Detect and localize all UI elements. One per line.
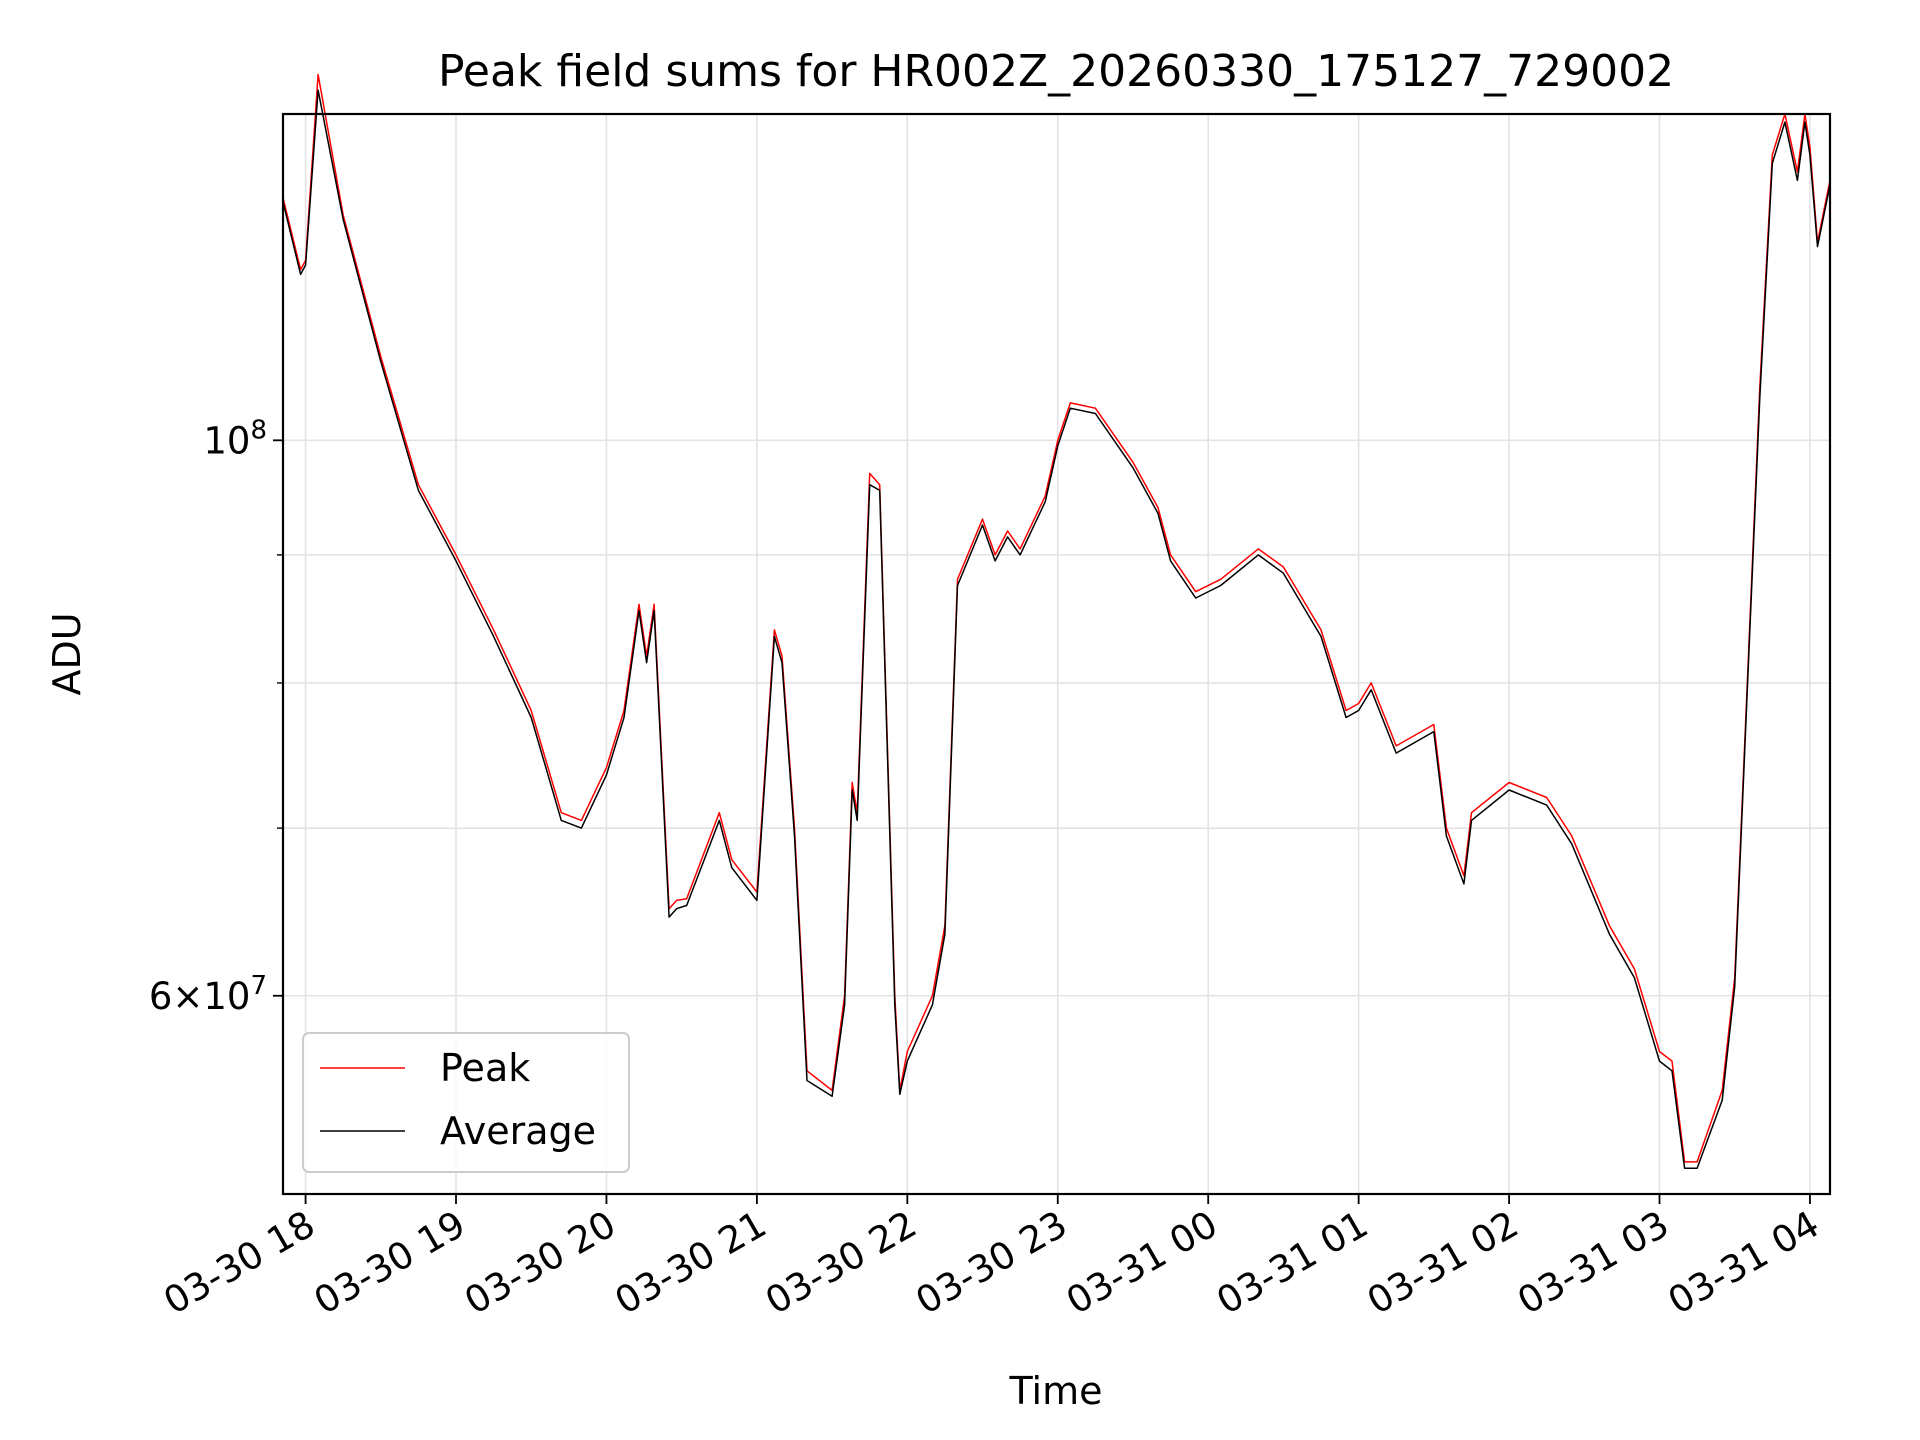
x-axis-label: Time	[1009, 1369, 1103, 1413]
y-axis-label: ADU	[45, 612, 89, 695]
plot-lines	[282, 73, 1831, 1169]
y-tick-label: 108	[203, 415, 267, 462]
y-tick-label: 6×107	[149, 971, 267, 1018]
grid	[283, 114, 1830, 1194]
legend: Peak Average	[302, 1032, 630, 1173]
plot-frame	[281, 112, 1832, 1196]
y-axis: 108 6×107	[149, 415, 283, 1018]
chart-title: Peak field sums for HR002Z_20260330_1751…	[438, 46, 1674, 97]
legend-label-average: Average	[440, 1109, 596, 1153]
legend-label-peak: Peak	[440, 1046, 530, 1090]
series-line-peak	[282, 73, 1831, 1163]
series-line-average	[282, 89, 1831, 1169]
